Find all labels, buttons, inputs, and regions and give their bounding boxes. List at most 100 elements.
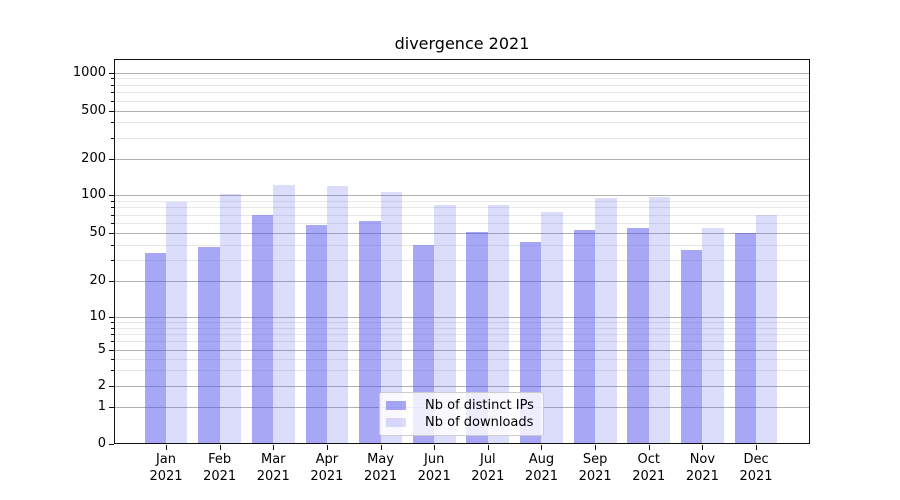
legend-swatch-icon	[386, 417, 406, 428]
x-tick	[326, 445, 328, 450]
minor-gridline	[114, 122, 810, 124]
x-tick-month: Jun	[424, 452, 445, 467]
bar-nb-of-distinct-ips-may	[359, 221, 381, 444]
bar-nb-of-downloads-oct	[648, 197, 671, 444]
y-major-tick	[109, 110, 114, 112]
bar-nb-of-downloads-dec	[756, 214, 778, 444]
bar-nb-of-downloads-apr	[326, 186, 349, 444]
x-tick-month: Nov	[689, 452, 716, 467]
x-tick-year: 2021	[685, 469, 719, 484]
x-tick-month: Jan	[155, 452, 177, 467]
x-tick-label: Oct 2021	[617, 451, 681, 485]
bar-nb-of-downloads-jun	[434, 205, 456, 444]
minor-gridline	[114, 200, 810, 202]
major-gridline	[114, 195, 810, 196]
minor-gridline	[114, 369, 810, 371]
x-tick-month: Sep	[582, 452, 608, 467]
x-tick-label: May 2021	[349, 451, 413, 485]
y-major-tick	[109, 350, 114, 351]
y-major-tick	[109, 317, 114, 318]
bar-nb-of-distinct-ips-oct	[627, 227, 649, 444]
bar-nb-of-downloads-sep	[595, 197, 617, 444]
bar-nb-of-distinct-ips-jan	[144, 253, 166, 444]
x-tick-label: Sep 2021	[563, 451, 627, 485]
major-gridline	[114, 159, 810, 160]
x-tick	[380, 445, 382, 450]
legend-label: Nb of distinct IPs	[425, 398, 534, 413]
x-tick-month: Apr	[315, 452, 339, 467]
bar-nb-of-downloads-mar	[273, 185, 295, 444]
minor-gridline	[114, 214, 810, 216]
x-tick-year: 2021	[203, 469, 237, 484]
y-tick-label: 20	[89, 273, 106, 288]
x-tick	[219, 445, 221, 450]
y-minor-tick	[111, 327, 114, 329]
x-tick-year: 2021	[524, 469, 559, 484]
minor-gridline	[114, 244, 810, 246]
x-tick-label: Nov 2021	[670, 451, 734, 485]
x-tick-label: Dec 2021	[724, 451, 788, 485]
y-minor-tick	[111, 122, 114, 124]
y-minor-tick	[111, 341, 114, 343]
x-tick-month: Aug	[528, 452, 555, 467]
x-tick-year: 2021	[417, 469, 451, 484]
x-tick	[166, 445, 167, 450]
major-gridline	[114, 317, 810, 318]
x-tick-year: 2021	[256, 469, 290, 484]
x-tick-month: Oct	[637, 452, 660, 467]
bar-nb-of-downloads-jul	[487, 204, 510, 444]
major-gridline	[114, 385, 810, 387]
major-gridline	[114, 281, 810, 282]
bar-nb-of-downloads-feb	[219, 194, 242, 444]
bar-nb-of-distinct-ips-feb	[198, 247, 220, 444]
y-minor-tick	[111, 84, 114, 86]
x-tick	[648, 445, 650, 450]
minor-gridline	[114, 137, 810, 139]
y-minor-tick	[111, 259, 114, 261]
bar-nb-of-distinct-ips-nov	[681, 250, 703, 444]
bar-nb-of-downloads-nov	[702, 227, 724, 444]
minor-gridline	[114, 327, 810, 329]
y-tick-label: 10	[89, 309, 106, 324]
y-minor-tick	[111, 78, 114, 80]
minor-gridline	[114, 259, 810, 261]
y-minor-tick	[111, 100, 114, 102]
major-gridline	[114, 233, 810, 234]
legend-label: Nb of downloads	[425, 415, 534, 430]
x-tick-month: May	[367, 452, 394, 467]
y-major-tick	[109, 281, 114, 282]
y-minor-tick	[111, 214, 114, 216]
bar-nb-of-downloads-may	[380, 191, 402, 444]
y-tick-label: 0	[97, 436, 106, 451]
minor-gridline	[114, 207, 810, 209]
minor-gridline	[114, 322, 810, 324]
y-minor-tick	[111, 223, 114, 224]
legend-item: Nb of distinct IPs	[386, 397, 535, 414]
legend-item: Nb of downloads	[386, 414, 535, 431]
y-tick-label: 1	[97, 398, 106, 414]
y-tick-label: 2	[97, 377, 106, 393]
y-major-tick	[109, 406, 114, 408]
y-minor-tick	[111, 200, 114, 202]
y-tick-label: 200	[81, 151, 106, 166]
x-tick	[541, 445, 543, 450]
y-tick-label: 50	[89, 225, 106, 240]
x-tick-year: 2021	[364, 469, 398, 484]
x-tick-year: 2021	[739, 469, 773, 484]
x-tick-month: Dec	[743, 452, 769, 467]
x-tick-month: Jul	[479, 452, 496, 467]
x-tick	[702, 445, 704, 450]
minor-gridline	[114, 341, 810, 343]
minor-gridline	[114, 333, 810, 335]
bar-nb-of-distinct-ips-sep	[573, 229, 596, 444]
y-minor-tick	[111, 207, 114, 209]
y-minor-tick	[111, 369, 114, 371]
x-tick-label: Apr 2021	[295, 451, 359, 485]
y-tick-label: 5	[97, 342, 106, 357]
x-tick-label: Feb 2021	[188, 451, 252, 485]
y-major-tick	[109, 195, 114, 196]
bar-nb-of-distinct-ips-apr	[305, 224, 327, 444]
x-tick-month: Mar	[261, 452, 286, 467]
y-tick-label: 1000	[72, 64, 106, 80]
